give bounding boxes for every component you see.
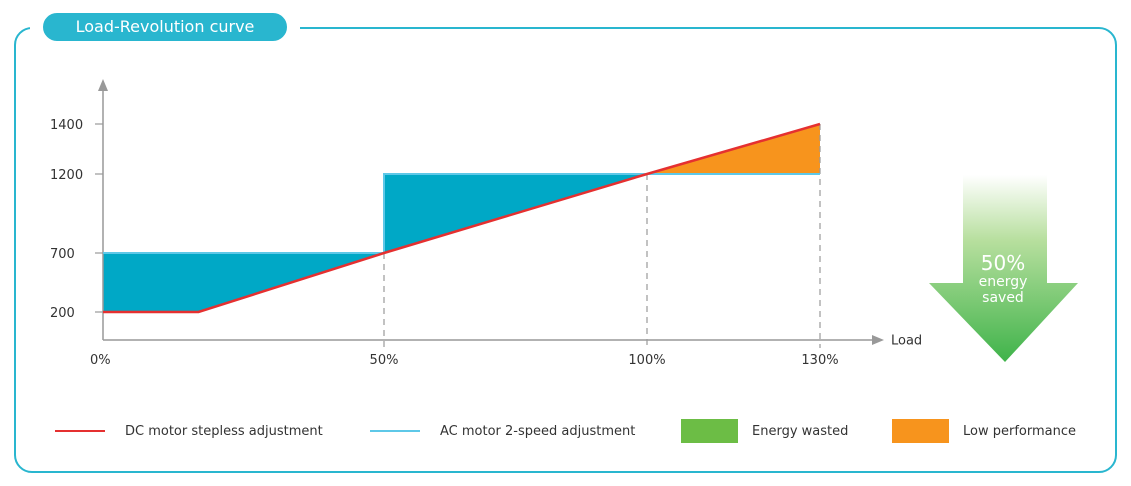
legend-label-dc: DC motor stepless adjustment	[125, 423, 323, 439]
x-tick-label-1: 50%	[370, 353, 399, 368]
legend-label-low: Low performance	[963, 423, 1076, 439]
legend-label-energy: Energy wasted	[752, 423, 849, 439]
energy-saved-arrow	[929, 175, 1078, 362]
series-dc-line	[103, 122, 821, 314]
legend-item-ac: AC motor 2-speed adjustment	[370, 418, 635, 444]
legend-item-dc: DC motor stepless adjustment	[55, 418, 323, 444]
x-tick-label-2: 100%	[628, 353, 665, 368]
legend-swatch-dc	[55, 430, 105, 432]
y-tick-label-0: 200	[50, 306, 75, 321]
region-energy-wasted-1	[103, 253, 384, 312]
y-tick-label-3: 1400	[50, 118, 83, 133]
legend-swatch-energy	[681, 419, 738, 443]
chart-panel	[14, 27, 1117, 473]
series-ac-line	[103, 173, 820, 254]
legend-label-ac: AC motor 2-speed adjustment	[440, 423, 636, 439]
y-tick-label-1: 700	[50, 247, 75, 262]
x-tick-label-0: 0%	[90, 353, 111, 368]
legend-swatch-low	[892, 419, 949, 443]
arrow-line1: energy	[979, 274, 1028, 290]
x-axis-arrow	[872, 335, 884, 345]
x-axis-label: Load	[891, 334, 922, 349]
y-tick-label-2: 1200	[50, 168, 83, 183]
legend-item-low: Low performance	[892, 418, 1076, 444]
arrow-percent: 50%	[981, 251, 1025, 275]
chart-title: Load-Revolution curve	[40, 10, 290, 44]
legend-swatch-ac	[370, 430, 420, 432]
arrow-line2: saved	[982, 290, 1024, 306]
y-axis-arrow	[98, 79, 108, 91]
x-tick-label-3: 130%	[801, 353, 838, 368]
legend-item-energy: Energy wasted	[681, 418, 848, 444]
